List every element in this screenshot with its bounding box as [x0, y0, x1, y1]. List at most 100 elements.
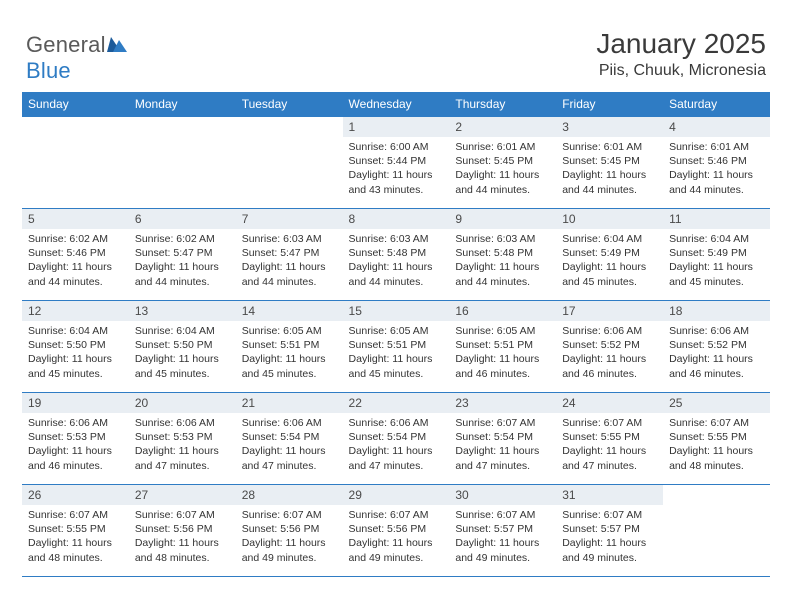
daylight-text: Daylight: 11 hours and 44 minutes.: [349, 260, 444, 288]
day-number: 20: [129, 393, 236, 413]
sunrise-text: Sunrise: 6:07 AM: [455, 416, 550, 430]
day-number: 31: [556, 485, 663, 505]
day-body: Sunrise: 6:03 AMSunset: 5:47 PMDaylight:…: [236, 229, 343, 293]
calendar-body: 1Sunrise: 6:00 AMSunset: 5:44 PMDaylight…: [22, 117, 770, 577]
sunrise-text: Sunrise: 6:07 AM: [135, 508, 230, 522]
daylight-text: Daylight: 11 hours and 46 minutes.: [455, 352, 550, 380]
daylight-text: Daylight: 11 hours and 47 minutes.: [135, 444, 230, 472]
day-body: Sunrise: 6:07 AMSunset: 5:56 PMDaylight:…: [343, 505, 450, 569]
calendar-day-cell: 22Sunrise: 6:06 AMSunset: 5:54 PMDayligh…: [343, 393, 450, 485]
daylight-text: Daylight: 11 hours and 46 minutes.: [562, 352, 657, 380]
logo-mark-icon: [107, 34, 127, 52]
calendar-day-cell: 8Sunrise: 6:03 AMSunset: 5:48 PMDaylight…: [343, 209, 450, 301]
day-body: Sunrise: 6:04 AMSunset: 5:49 PMDaylight:…: [663, 229, 770, 293]
sunset-text: Sunset: 5:47 PM: [242, 246, 337, 260]
calendar-day-cell: 20Sunrise: 6:06 AMSunset: 5:53 PMDayligh…: [129, 393, 236, 485]
weekday-header: Wednesday: [343, 92, 450, 117]
sunset-text: Sunset: 5:48 PM: [349, 246, 444, 260]
calendar-day-cell: 1Sunrise: 6:00 AMSunset: 5:44 PMDaylight…: [343, 117, 450, 209]
day-body: Sunrise: 6:04 AMSunset: 5:50 PMDaylight:…: [129, 321, 236, 385]
daylight-text: Daylight: 11 hours and 49 minutes.: [562, 536, 657, 564]
sunrise-text: Sunrise: 6:01 AM: [562, 140, 657, 154]
daylight-text: Daylight: 11 hours and 45 minutes.: [28, 352, 123, 380]
daylight-text: Daylight: 11 hours and 45 minutes.: [135, 352, 230, 380]
day-body: Sunrise: 6:00 AMSunset: 5:44 PMDaylight:…: [343, 137, 450, 201]
daylight-text: Daylight: 11 hours and 44 minutes.: [455, 168, 550, 196]
sunrise-text: Sunrise: 6:05 AM: [455, 324, 550, 338]
calendar-day-cell: 2Sunrise: 6:01 AMSunset: 5:45 PMDaylight…: [449, 117, 556, 209]
day-body: Sunrise: 6:01 AMSunset: 5:45 PMDaylight:…: [449, 137, 556, 201]
calendar-day-cell: 24Sunrise: 6:07 AMSunset: 5:55 PMDayligh…: [556, 393, 663, 485]
sunset-text: Sunset: 5:57 PM: [455, 522, 550, 536]
sunrise-text: Sunrise: 6:04 AM: [135, 324, 230, 338]
day-body: Sunrise: 6:01 AMSunset: 5:45 PMDaylight:…: [556, 137, 663, 201]
daylight-text: Daylight: 11 hours and 44 minutes.: [28, 260, 123, 288]
day-body: Sunrise: 6:07 AMSunset: 5:55 PMDaylight:…: [663, 413, 770, 477]
sunset-text: Sunset: 5:48 PM: [455, 246, 550, 260]
day-number: 16: [449, 301, 556, 321]
calendar-day-cell: 7Sunrise: 6:03 AMSunset: 5:47 PMDaylight…: [236, 209, 343, 301]
day-body: Sunrise: 6:07 AMSunset: 5:56 PMDaylight:…: [129, 505, 236, 569]
topbar: GeneralBlue January 2025 Piis, Chuuk, Mi…: [22, 28, 770, 92]
daylight-text: Daylight: 11 hours and 45 minutes.: [242, 352, 337, 380]
sunset-text: Sunset: 5:54 PM: [349, 430, 444, 444]
day-body: Sunrise: 6:02 AMSunset: 5:46 PMDaylight:…: [22, 229, 129, 293]
daylight-text: Daylight: 11 hours and 45 minutes.: [349, 352, 444, 380]
sunset-text: Sunset: 5:45 PM: [455, 154, 550, 168]
calendar-day-cell: 28Sunrise: 6:07 AMSunset: 5:56 PMDayligh…: [236, 485, 343, 577]
calendar-day-cell: 29Sunrise: 6:07 AMSunset: 5:56 PMDayligh…: [343, 485, 450, 577]
day-body: Sunrise: 6:04 AMSunset: 5:50 PMDaylight:…: [22, 321, 129, 385]
sunrise-text: Sunrise: 6:06 AM: [242, 416, 337, 430]
daylight-text: Daylight: 11 hours and 46 minutes.: [669, 352, 764, 380]
sunset-text: Sunset: 5:56 PM: [349, 522, 444, 536]
calendar-table: Sunday Monday Tuesday Wednesday Thursday…: [22, 92, 770, 577]
sunrise-text: Sunrise: 6:06 AM: [28, 416, 123, 430]
logo-word1: General: [26, 32, 106, 57]
day-body: Sunrise: 6:04 AMSunset: 5:49 PMDaylight:…: [556, 229, 663, 293]
day-body: Sunrise: 6:06 AMSunset: 5:52 PMDaylight:…: [663, 321, 770, 385]
calendar-day-cell: 10Sunrise: 6:04 AMSunset: 5:49 PMDayligh…: [556, 209, 663, 301]
day-body: Sunrise: 6:05 AMSunset: 5:51 PMDaylight:…: [236, 321, 343, 385]
calendar-day-cell: 16Sunrise: 6:05 AMSunset: 5:51 PMDayligh…: [449, 301, 556, 393]
daylight-text: Daylight: 11 hours and 47 minutes.: [455, 444, 550, 472]
day-number: 22: [343, 393, 450, 413]
sunrise-text: Sunrise: 6:07 AM: [562, 508, 657, 522]
day-number: 19: [22, 393, 129, 413]
day-number: 25: [663, 393, 770, 413]
day-number: 10: [556, 209, 663, 229]
logo-word2: Blue: [26, 58, 71, 83]
sunset-text: Sunset: 5:54 PM: [455, 430, 550, 444]
weekday-header: Saturday: [663, 92, 770, 117]
sunrise-text: Sunrise: 6:03 AM: [455, 232, 550, 246]
weekday-header: Sunday: [22, 92, 129, 117]
day-number: 27: [129, 485, 236, 505]
weekday-header: Tuesday: [236, 92, 343, 117]
sunset-text: Sunset: 5:55 PM: [562, 430, 657, 444]
day-number: 23: [449, 393, 556, 413]
day-body: Sunrise: 6:07 AMSunset: 5:57 PMDaylight:…: [556, 505, 663, 569]
day-number: 26: [22, 485, 129, 505]
logo-text: GeneralBlue: [26, 32, 127, 84]
calendar-day-cell: 27Sunrise: 6:07 AMSunset: 5:56 PMDayligh…: [129, 485, 236, 577]
sunset-text: Sunset: 5:46 PM: [669, 154, 764, 168]
calendar-day-cell: 13Sunrise: 6:04 AMSunset: 5:50 PMDayligh…: [129, 301, 236, 393]
day-body: Sunrise: 6:07 AMSunset: 5:55 PMDaylight:…: [22, 505, 129, 569]
calendar-day-cell: 19Sunrise: 6:06 AMSunset: 5:53 PMDayligh…: [22, 393, 129, 485]
sunrise-text: Sunrise: 6:07 AM: [562, 416, 657, 430]
day-body: Sunrise: 6:06 AMSunset: 5:52 PMDaylight:…: [556, 321, 663, 385]
day-body: Sunrise: 6:02 AMSunset: 5:47 PMDaylight:…: [129, 229, 236, 293]
calendar-week-row: 19Sunrise: 6:06 AMSunset: 5:53 PMDayligh…: [22, 393, 770, 485]
sunset-text: Sunset: 5:51 PM: [242, 338, 337, 352]
calendar-head: Sunday Monday Tuesday Wednesday Thursday…: [22, 92, 770, 117]
sunrise-text: Sunrise: 6:06 AM: [349, 416, 444, 430]
sunrise-text: Sunrise: 6:04 AM: [669, 232, 764, 246]
day-body: Sunrise: 6:05 AMSunset: 5:51 PMDaylight:…: [343, 321, 450, 385]
calendar-week-row: 12Sunrise: 6:04 AMSunset: 5:50 PMDayligh…: [22, 301, 770, 393]
sunset-text: Sunset: 5:55 PM: [669, 430, 764, 444]
day-body: Sunrise: 6:07 AMSunset: 5:54 PMDaylight:…: [449, 413, 556, 477]
weekday-header: Friday: [556, 92, 663, 117]
sunset-text: Sunset: 5:47 PM: [135, 246, 230, 260]
daylight-text: Daylight: 11 hours and 46 minutes.: [28, 444, 123, 472]
calendar-day-cell: 6Sunrise: 6:02 AMSunset: 5:47 PMDaylight…: [129, 209, 236, 301]
day-number: 12: [22, 301, 129, 321]
